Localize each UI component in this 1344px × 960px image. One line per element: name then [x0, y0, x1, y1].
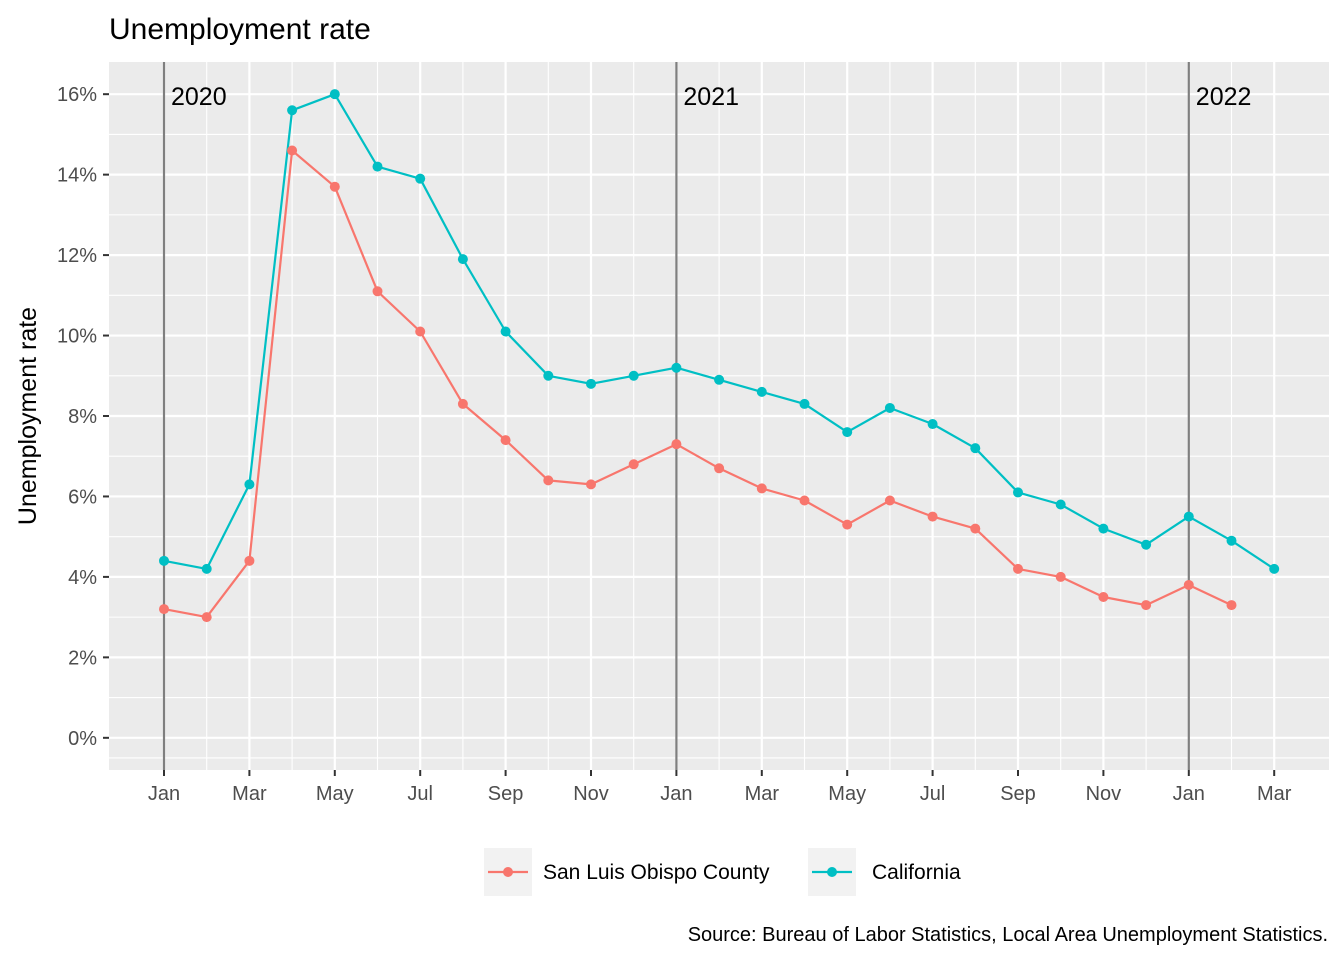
x-tick-label: May: [316, 783, 354, 805]
data-point: [159, 604, 169, 615]
series-line-0: [163, 149, 1232, 619]
year-marker-lines: 2020 2021 2022: [162, 62, 1252, 770]
data-point: [1141, 539, 1152, 550]
data-point: [884, 495, 895, 506]
data-point: [586, 378, 596, 389]
data-point: [287, 105, 298, 116]
x-tick-label: Jul: [407, 783, 433, 805]
data-point: [1013, 487, 1023, 498]
data-point: [543, 370, 554, 381]
x-tick-label: Jan: [1173, 783, 1205, 805]
data-point: [543, 475, 554, 486]
y-tick-label: 6%: [68, 486, 97, 508]
data-point: [884, 402, 895, 413]
data-point: [1055, 499, 1066, 510]
chart-caption: Source: Bureau of Labor Statistics, Loca…: [688, 924, 1328, 946]
y-tick-label: 16%: [57, 84, 97, 106]
data-point: [329, 181, 340, 192]
data-point: [1013, 563, 1023, 574]
data-point: [1226, 535, 1237, 546]
year-label: 2021: [683, 83, 739, 111]
data-point: [970, 523, 981, 534]
data-point: [1098, 523, 1109, 534]
legend-label-0: San Luis Obispo County: [543, 861, 770, 884]
y-axis-ticks: 0% 2% 4% 6% 8% 10% 12% 14% 16%: [57, 84, 109, 750]
y-tick-label: 2%: [68, 647, 97, 669]
data-point: [500, 435, 511, 446]
y-tick-label: 14%: [57, 165, 97, 187]
x-tick-label: Nov: [573, 783, 609, 805]
data-point: [159, 555, 169, 566]
x-axis-ticks: Jan Mar May Jul Sep Nov Jan Mar May Jul Sep Nov Jan M…: [148, 770, 1292, 805]
data-point: [287, 145, 298, 156]
data-point: [671, 362, 682, 373]
data-point: [372, 161, 383, 172]
data-point: [756, 386, 767, 397]
data-point: [201, 563, 212, 574]
data-point: [1269, 563, 1280, 574]
x-tick-label: Sep: [488, 783, 524, 805]
x-tick-label: Mar: [232, 783, 267, 805]
chart-title: Unemployment rate: [109, 13, 371, 46]
data-point: [714, 463, 725, 474]
data-point: [927, 419, 938, 430]
data-point: [628, 370, 639, 381]
x-tick-label: Mar: [1257, 783, 1292, 805]
y-axis-label: Unemployment rate: [14, 307, 42, 525]
y-tick-label: 0%: [68, 728, 97, 750]
data-point: [1183, 579, 1194, 590]
data-point: [671, 439, 682, 450]
data-point: [500, 326, 511, 337]
x-tick-label: Mar: [745, 783, 780, 805]
data-point: [201, 612, 212, 623]
legend: San Luis Obispo County California: [484, 848, 961, 896]
data-point: [714, 374, 725, 385]
legend-label-1: California: [872, 861, 961, 884]
data-point: [329, 89, 340, 100]
data-points: [159, 89, 1280, 623]
data-point: [799, 398, 810, 409]
x-tick-label: Jul: [920, 783, 946, 805]
data-point: [457, 254, 468, 265]
x-tick-label: Jan: [660, 783, 692, 805]
data-point: [372, 286, 383, 297]
x-tick-label: May: [828, 783, 866, 805]
data-point: [415, 173, 426, 184]
data-point: [1226, 600, 1237, 611]
y-tick-label: 10%: [57, 326, 97, 348]
data-point: [1098, 592, 1109, 603]
year-label: 2020: [171, 83, 227, 111]
data-point: [1183, 511, 1194, 522]
y-tick-label: 4%: [68, 567, 97, 589]
data-point: [586, 479, 596, 490]
data-point: [1141, 600, 1152, 611]
x-tick-label: Jan: [148, 783, 180, 805]
data-point: [1055, 571, 1066, 582]
x-tick-label: Nov: [1086, 783, 1122, 805]
data-point: [927, 511, 938, 522]
data-point: [842, 519, 853, 530]
data-point: [756, 483, 767, 494]
data-point: [628, 459, 639, 470]
legend-key-point: [503, 867, 513, 877]
data-point: [457, 398, 468, 409]
y-tick-label: 12%: [57, 245, 97, 267]
data-point: [970, 443, 981, 454]
data-point: [415, 326, 426, 337]
data-point: [799, 495, 810, 506]
data-point: [244, 555, 255, 566]
year-label: 2022: [1196, 83, 1252, 111]
data-point: [244, 479, 255, 490]
x-tick-label: Sep: [1000, 783, 1036, 805]
y-tick-label: 8%: [68, 406, 97, 428]
data-point: [842, 427, 853, 438]
legend-key-point: [827, 867, 837, 877]
